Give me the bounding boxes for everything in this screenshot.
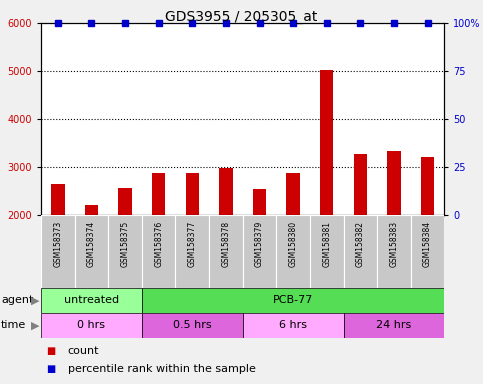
- Text: GSM158376: GSM158376: [154, 221, 163, 267]
- Bar: [387, 151, 401, 215]
- Bar: [41, 288, 142, 313]
- Text: 0.5 hrs: 0.5 hrs: [173, 320, 212, 331]
- Bar: [209, 215, 242, 288]
- Text: GSM158384: GSM158384: [423, 221, 432, 267]
- Text: GSM158375: GSM158375: [121, 221, 129, 267]
- Text: ▶: ▶: [31, 295, 40, 306]
- Bar: [142, 313, 242, 338]
- Bar: [219, 168, 233, 215]
- Text: time: time: [1, 320, 26, 331]
- Text: GDS3955 / 205305_at: GDS3955 / 205305_at: [165, 10, 318, 23]
- Text: 0 hrs: 0 hrs: [77, 320, 105, 331]
- Text: GSM158382: GSM158382: [356, 221, 365, 267]
- Bar: [175, 215, 209, 288]
- Bar: [421, 157, 434, 215]
- Bar: [276, 215, 310, 288]
- Bar: [243, 313, 343, 338]
- Text: 24 hrs: 24 hrs: [376, 320, 412, 331]
- Bar: [142, 288, 444, 313]
- Bar: [253, 189, 266, 215]
- Text: untreated: untreated: [64, 295, 119, 306]
- Bar: [41, 215, 75, 288]
- Text: 6 hrs: 6 hrs: [279, 320, 307, 331]
- Text: ■: ■: [46, 364, 55, 374]
- Bar: [51, 184, 65, 215]
- Text: GSM158378: GSM158378: [221, 221, 230, 267]
- Text: GSM158379: GSM158379: [255, 221, 264, 267]
- Bar: [142, 215, 175, 288]
- Text: ▶: ▶: [31, 320, 40, 331]
- Bar: [85, 205, 98, 215]
- Bar: [354, 154, 367, 215]
- Bar: [41, 313, 142, 338]
- Text: GSM158373: GSM158373: [53, 221, 62, 267]
- Bar: [108, 215, 142, 288]
- Text: PCB-77: PCB-77: [273, 295, 313, 306]
- Text: agent: agent: [1, 295, 33, 306]
- Text: ■: ■: [46, 346, 55, 356]
- Bar: [152, 173, 165, 215]
- Text: GSM158381: GSM158381: [322, 221, 331, 267]
- Bar: [75, 215, 108, 288]
- Bar: [343, 313, 444, 338]
- Bar: [185, 173, 199, 215]
- Text: count: count: [68, 346, 99, 356]
- Text: GSM158377: GSM158377: [188, 221, 197, 267]
- Text: percentile rank within the sample: percentile rank within the sample: [68, 364, 256, 374]
- Text: GSM158380: GSM158380: [289, 221, 298, 267]
- Bar: [286, 173, 300, 215]
- Text: GSM158374: GSM158374: [87, 221, 96, 267]
- Bar: [377, 215, 411, 288]
- Bar: [243, 215, 276, 288]
- Bar: [411, 215, 444, 288]
- Bar: [310, 215, 343, 288]
- Bar: [343, 215, 377, 288]
- Bar: [320, 70, 333, 215]
- Text: GSM158383: GSM158383: [389, 221, 398, 267]
- Bar: [118, 188, 132, 215]
